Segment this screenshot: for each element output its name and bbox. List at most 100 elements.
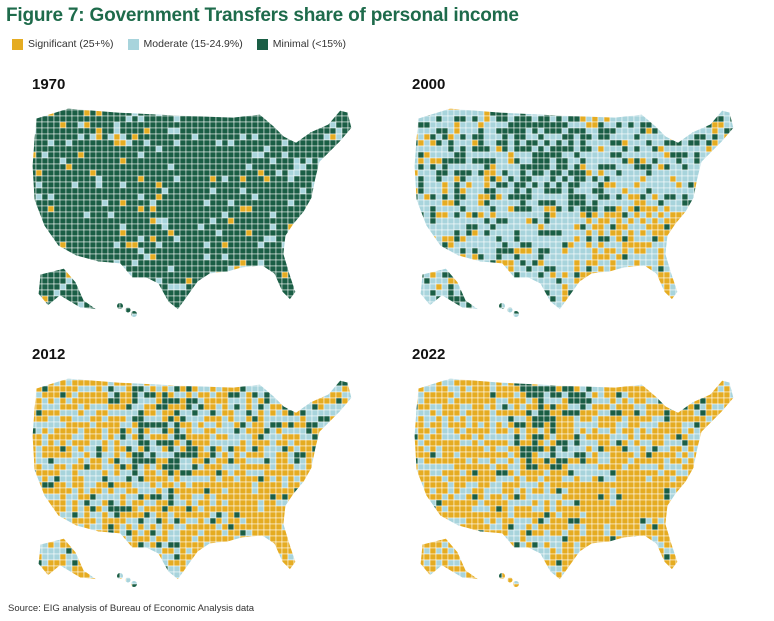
county-cell	[41, 121, 49, 129]
county-cell	[227, 439, 235, 447]
county-cell	[329, 229, 337, 237]
county-cell	[417, 108, 425, 111]
county-cell	[173, 205, 181, 213]
county-cell	[59, 457, 67, 465]
county-cell	[561, 235, 569, 243]
county-cell	[227, 175, 235, 183]
county-cell	[435, 259, 443, 267]
county-cell	[723, 229, 731, 237]
county-cell	[347, 247, 352, 255]
county-cell	[669, 163, 677, 171]
county-cell	[173, 409, 181, 417]
county-cell	[699, 108, 707, 111]
county-cell	[639, 175, 647, 183]
county-cell	[197, 193, 205, 201]
county-cell	[143, 157, 151, 165]
county-cell	[233, 433, 241, 441]
county-cell	[83, 433, 91, 441]
county-cell	[191, 217, 199, 225]
county-cell	[227, 145, 235, 153]
county-cell	[125, 403, 133, 411]
county-cell	[335, 378, 343, 381]
county-cell	[227, 289, 235, 297]
county-cell	[35, 247, 43, 255]
county-cell	[119, 139, 127, 147]
county-cell	[549, 145, 557, 153]
county-cell	[143, 115, 151, 123]
county-cell	[471, 109, 479, 117]
county-cell	[729, 108, 734, 111]
county-cell	[239, 187, 247, 195]
us-county-map-2000	[410, 96, 755, 336]
county-cell	[347, 469, 352, 477]
county-cell	[47, 259, 55, 267]
county-cell	[59, 451, 67, 459]
county-cell	[573, 253, 581, 261]
county-cell	[537, 115, 545, 123]
county-cell	[555, 115, 563, 123]
county-cell	[119, 481, 127, 489]
county-cell	[537, 127, 545, 135]
county-cell	[203, 427, 211, 435]
county-cell	[329, 313, 337, 317]
county-cell	[203, 391, 211, 399]
county-cell	[567, 229, 575, 237]
county-cell	[513, 229, 521, 237]
county-cell	[59, 127, 67, 135]
county-cell	[209, 217, 217, 225]
county-cell	[354, 260, 360, 266]
county-cell	[465, 289, 473, 297]
county-cell	[663, 193, 671, 201]
county-cell	[35, 427, 43, 435]
county-cell	[101, 301, 109, 309]
county-cell	[257, 409, 265, 417]
county-cell	[101, 295, 109, 303]
county-cell	[489, 151, 497, 159]
county-cell	[305, 145, 313, 153]
county-cell	[161, 475, 169, 483]
county-cell	[736, 176, 742, 182]
county-cell	[329, 187, 337, 195]
county-cell	[35, 271, 43, 279]
county-cell	[621, 139, 629, 147]
county-cell	[155, 427, 163, 435]
county-cell	[537, 139, 545, 147]
county-cell	[591, 169, 599, 177]
county-cell	[95, 193, 103, 201]
county-cell	[47, 169, 55, 177]
county-cell	[435, 151, 443, 159]
county-cell	[263, 121, 271, 129]
county-cell	[125, 415, 133, 423]
county-cell	[179, 133, 187, 141]
county-cell	[549, 247, 557, 255]
county-cell	[543, 217, 551, 225]
county-cell	[699, 139, 707, 147]
county-cell	[131, 421, 139, 429]
county-cell	[137, 433, 145, 441]
county-cell	[143, 307, 151, 315]
county-cell	[275, 379, 283, 387]
county-cell	[417, 313, 425, 317]
county-cell	[311, 108, 319, 111]
county-cell	[705, 205, 713, 213]
county-cell	[543, 271, 551, 279]
county-cell	[167, 175, 175, 183]
county-cell	[293, 145, 301, 153]
county-cell	[113, 139, 121, 147]
county-cell	[335, 223, 343, 231]
county-cell	[149, 313, 157, 317]
county-cell	[711, 187, 719, 195]
county-cell	[251, 193, 259, 201]
county-cell	[155, 108, 163, 111]
county-cell	[113, 463, 121, 471]
county-cell	[143, 205, 151, 213]
county-cell	[221, 421, 229, 429]
county-cell	[209, 313, 217, 317]
county-cell	[89, 283, 97, 291]
county-cell	[513, 181, 521, 189]
county-cell	[651, 277, 659, 285]
county-cell	[621, 108, 629, 111]
county-cell	[77, 445, 85, 453]
county-cell	[305, 181, 313, 189]
county-cell	[329, 427, 337, 435]
